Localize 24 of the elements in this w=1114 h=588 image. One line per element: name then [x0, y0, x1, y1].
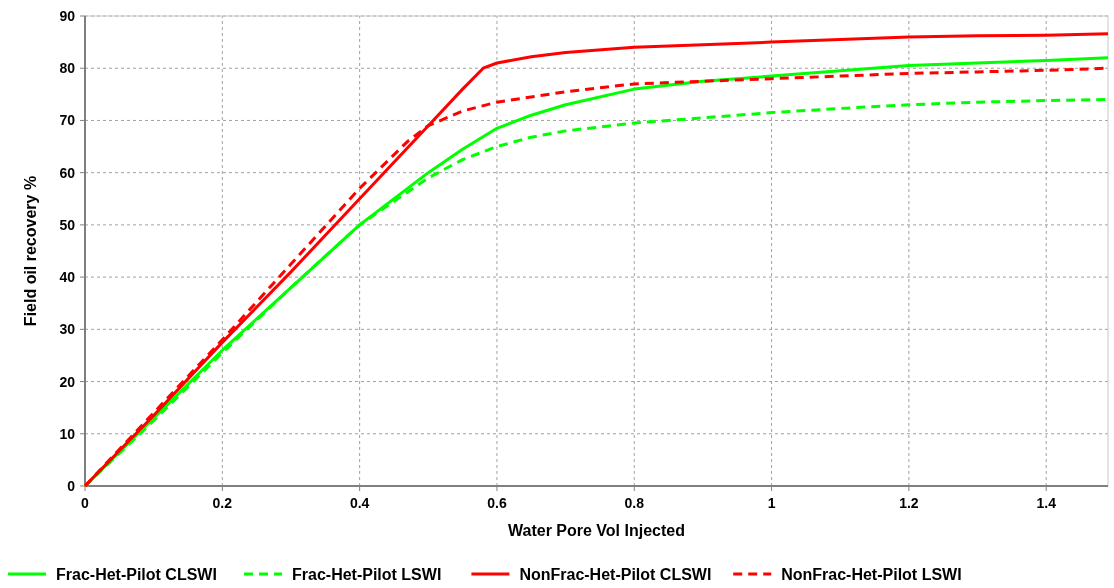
y-tick-label: 0: [67, 478, 76, 494]
y-tick-label: 30: [59, 321, 76, 338]
x-axis-title: Water Pore Vol Injected: [508, 522, 685, 539]
x-tick-label: 0.6: [487, 495, 507, 511]
legend-label: Frac-Het-Pilot CLSWI: [56, 566, 217, 583]
legend-label: Frac-Het-Pilot LSWI: [292, 566, 442, 583]
y-tick-label: 10: [59, 425, 76, 442]
y-tick-label: 90: [59, 8, 76, 24]
x-tick-label: 1: [767, 495, 776, 511]
x-tick-label: 0.2: [212, 495, 233, 511]
legend-label: NonFrac-Het-Pilot CLSWI: [519, 566, 712, 583]
legend-label: NonFrac-Het-Pilot LSWI: [781, 566, 962, 583]
y-axis-title: Field oil recovery %: [22, 175, 39, 327]
y-tick-label: 80: [59, 60, 76, 77]
y-tick-label: 50: [59, 216, 76, 233]
x-tick-label: 1.4: [1036, 495, 1057, 511]
x-tick-label: 1.2: [899, 495, 919, 511]
x-tick-label: 0: [81, 495, 90, 511]
y-tick-label: 20: [59, 373, 76, 390]
y-tick-label: 60: [59, 164, 76, 181]
y-tick-label: 70: [59, 112, 76, 129]
y-tick-label: 40: [59, 269, 76, 286]
x-tick-label: 0.4: [349, 495, 370, 511]
x-tick-label: 0.8: [624, 495, 645, 511]
